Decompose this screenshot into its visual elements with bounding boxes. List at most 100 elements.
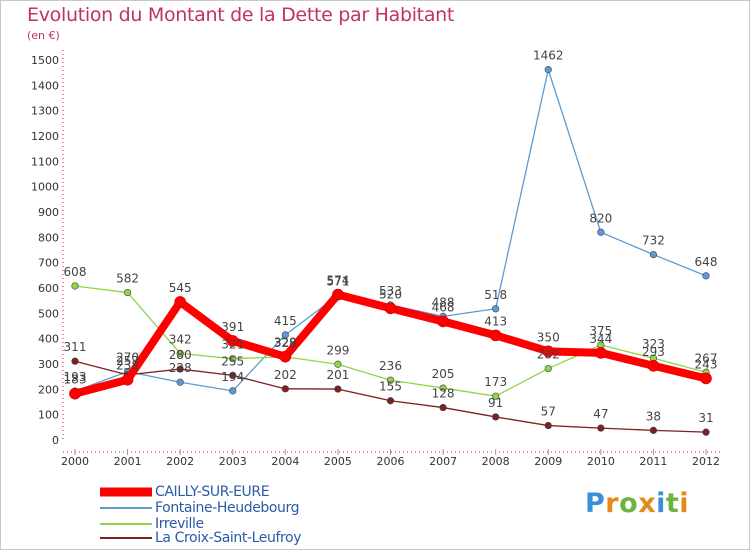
- data-label: 257: [116, 354, 139, 368]
- data-label: 270: [116, 351, 139, 365]
- data-label: 299: [326, 343, 349, 357]
- x-tick-label: 2008: [482, 455, 510, 468]
- data-point: [176, 378, 184, 386]
- y-tick-label: 600: [38, 282, 59, 295]
- data-label: 311: [64, 340, 87, 354]
- data-label: 128: [432, 387, 455, 401]
- data-label: 648: [695, 255, 718, 269]
- data-label: 350: [537, 330, 560, 344]
- x-tick-label: 2001: [114, 455, 142, 468]
- x-tick-label: 2003: [219, 455, 247, 468]
- data-label: 201: [326, 368, 349, 382]
- logo-letter: t: [665, 488, 680, 519]
- data-point: [439, 384, 447, 392]
- data-point: [544, 421, 552, 430]
- data-label: 155: [379, 380, 402, 394]
- data-point: [176, 365, 184, 373]
- data-point: [386, 376, 395, 384]
- data-point: [123, 288, 132, 297]
- data-label: 47: [593, 407, 608, 421]
- data-point: [544, 364, 552, 373]
- chart-title: Evolution du Montant de la Dette par Hab…: [27, 4, 455, 26]
- data-point: [332, 288, 344, 301]
- data-label: 488: [432, 295, 455, 309]
- data-label: 582: [116, 272, 139, 286]
- y-tick-label: 1200: [31, 130, 59, 143]
- x-tick-label: 2012: [692, 455, 720, 468]
- data-point: [597, 424, 605, 432]
- data-point: [439, 403, 447, 412]
- x-tick-label: 2009: [534, 455, 562, 468]
- data-point: [281, 331, 289, 339]
- data-point: [174, 296, 186, 308]
- data-point: [492, 413, 500, 421]
- data-label: 243: [695, 357, 718, 371]
- data-point: [279, 350, 292, 363]
- data-point: [437, 315, 449, 328]
- data-point: [334, 360, 342, 368]
- data-point: [542, 345, 555, 358]
- data-label: 608: [64, 265, 87, 279]
- data-label: 38: [646, 409, 661, 423]
- legend-label-fontaine: Fontaine-Heudebourg: [155, 500, 300, 516]
- y-tick-label: 1300: [31, 105, 59, 118]
- data-point: [544, 66, 552, 74]
- data-point: [492, 392, 500, 400]
- logo-letter: o: [619, 488, 639, 519]
- data-label: 194: [221, 370, 244, 384]
- legend-swatch-fontaine: [100, 507, 152, 509]
- data-label: 329: [274, 336, 297, 350]
- data-label: 293: [642, 345, 665, 359]
- x-tick-label: 2000: [61, 455, 89, 468]
- data-point: [649, 426, 658, 434]
- data-label: 571: [326, 274, 349, 288]
- logo-letter: r: [605, 488, 620, 519]
- data-label: 255: [221, 354, 244, 368]
- x-tick-label: 2004: [271, 455, 299, 468]
- unit-label: (en €): [27, 29, 60, 42]
- y-tick-label: 400: [38, 333, 59, 346]
- data-point: [649, 250, 658, 259]
- y-tick-label: 300: [38, 358, 59, 371]
- data-label: 173: [484, 375, 507, 389]
- y-tick-label: 100: [38, 409, 59, 422]
- data-point: [176, 349, 184, 357]
- data-label: 391: [221, 320, 244, 334]
- data-point: [597, 228, 605, 236]
- legend-swatch-irreville: [100, 523, 152, 525]
- logo-letter: x: [638, 488, 657, 519]
- data-label: 238: [116, 359, 139, 373]
- legend-label-lacroix: La Croix-Saint-Leufroy: [155, 530, 302, 546]
- data-point: [384, 302, 397, 315]
- y-tick-label: 1500: [31, 54, 59, 67]
- data-label: 1462: [533, 49, 564, 63]
- x-tick-label: 2005: [324, 455, 352, 468]
- data-label: 342: [169, 332, 192, 346]
- data-point: [121, 373, 134, 386]
- data-label: 413: [484, 314, 507, 328]
- data-label: 205: [432, 367, 455, 381]
- data-label: 228: [169, 361, 192, 375]
- data-point: [69, 387, 81, 400]
- data-label: 328: [274, 336, 297, 350]
- data-label: 415: [274, 314, 297, 328]
- data-point: [229, 355, 237, 363]
- data-point: [386, 397, 395, 405]
- data-label: 280: [169, 348, 192, 362]
- data-label: 267: [695, 351, 718, 365]
- data-point: [334, 385, 342, 393]
- data-label: 545: [169, 281, 192, 295]
- y-tick-label: 900: [38, 206, 59, 219]
- legend-swatch-lacroix: [100, 537, 152, 539]
- y-tick-label: 1100: [31, 155, 59, 168]
- legend-label-irreville: Irreville: [155, 516, 204, 532]
- data-point: [647, 359, 660, 372]
- data-point: [226, 335, 239, 347]
- data-label: 520: [379, 287, 402, 301]
- data-label: 282: [537, 348, 560, 362]
- x-tick-label: 2010: [587, 455, 615, 468]
- data-point: [702, 428, 710, 436]
- data-label: 574: [326, 274, 349, 288]
- y-tick-label: 700: [38, 257, 59, 270]
- data-point: [71, 282, 79, 290]
